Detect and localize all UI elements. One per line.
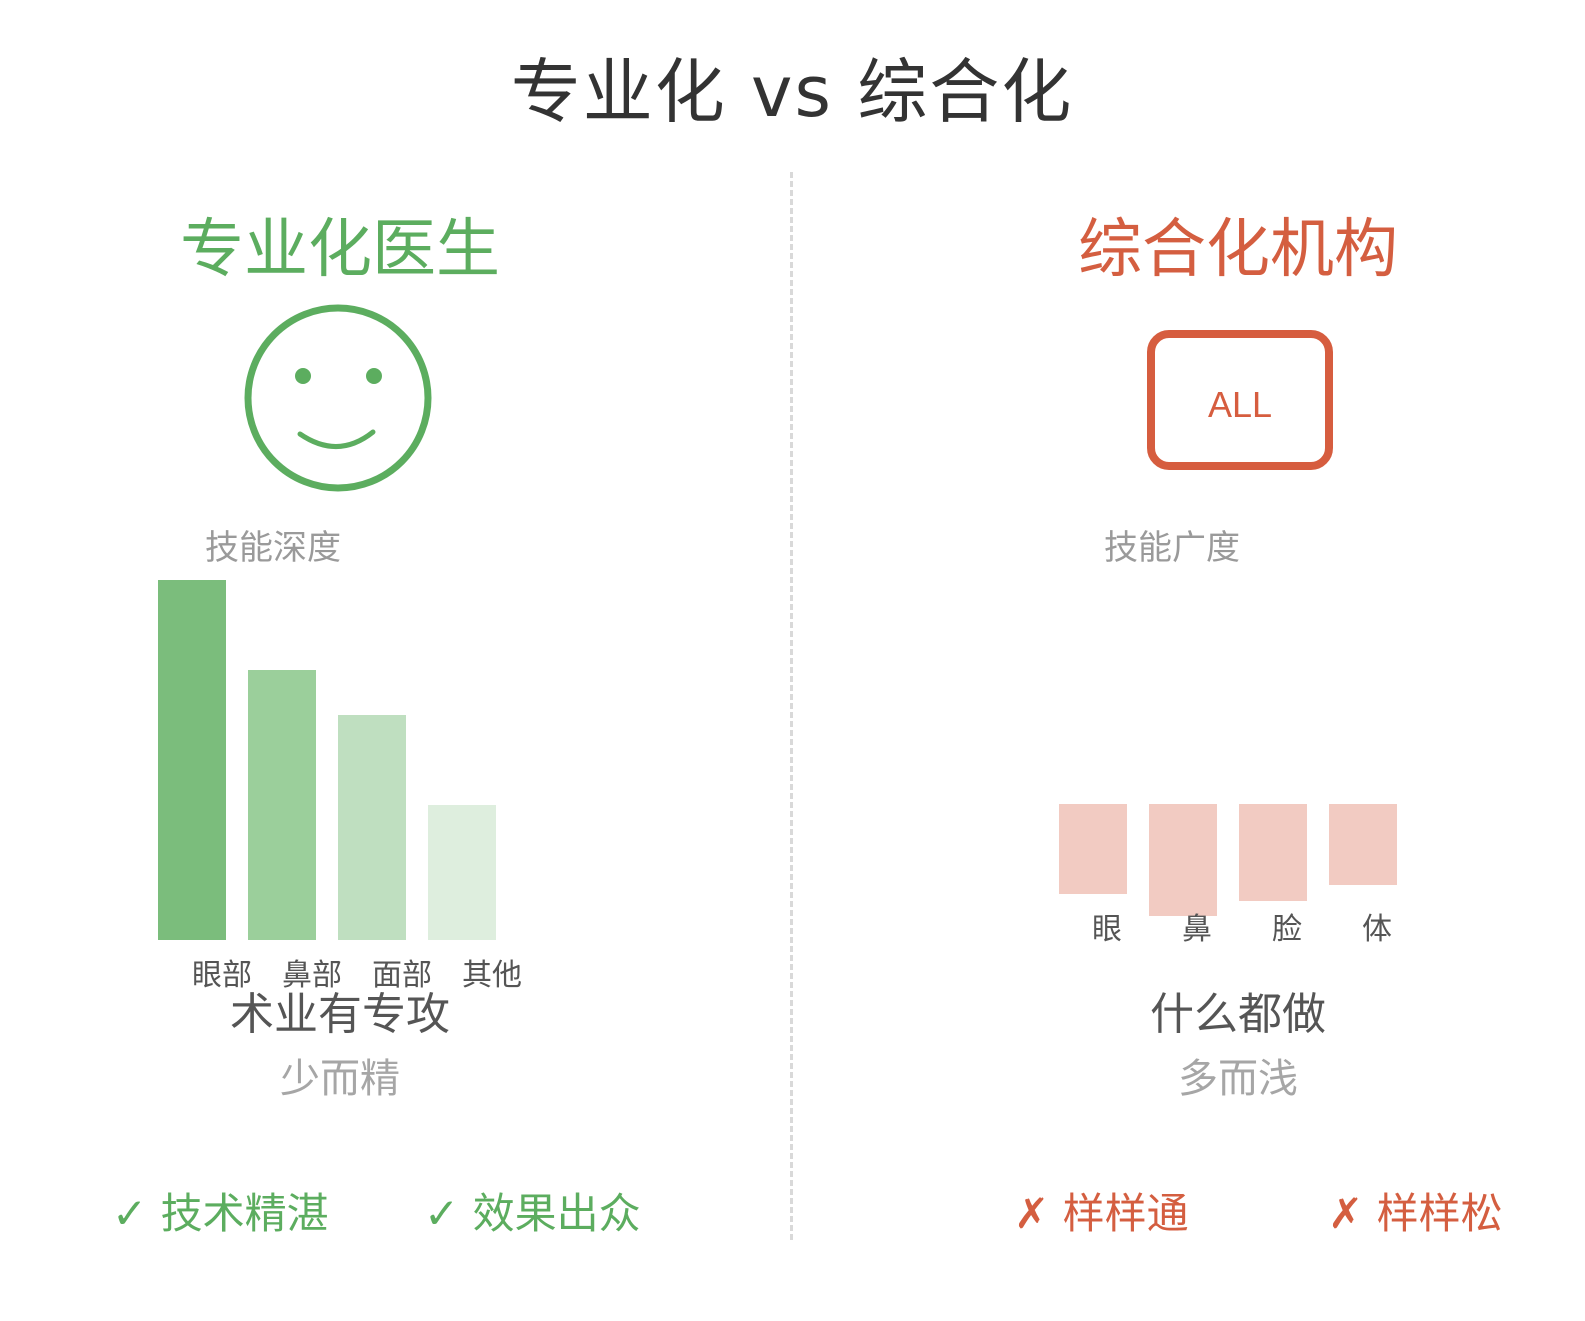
right-point-1: ✗ 样样通: [1014, 1180, 1189, 1241]
bar-label: 鼻部: [282, 958, 342, 993]
bar-脸: [1239, 804, 1307, 902]
bar-label: 体: [1362, 912, 1392, 947]
right-subtitle: 多而浅: [1178, 1056, 1298, 1102]
bar-体: [1329, 804, 1397, 885]
bar-label: 其他: [462, 958, 522, 993]
right-summary: 什么都做: [1150, 989, 1326, 1040]
left-summary: 术业有专攻: [230, 989, 450, 1040]
bar-label: 面部: [372, 958, 432, 993]
smiley-face-icon: [244, 304, 432, 492]
left-point-1-text: 技术精湛: [160, 1189, 329, 1238]
right-metric-label: 技能广度: [1104, 528, 1240, 568]
right-point-2: ✗ 样样松: [1328, 1180, 1503, 1241]
bar-label: 眼部: [192, 958, 252, 993]
right-point-2-text: 样样松: [1376, 1189, 1503, 1238]
left-point-2: ✓ 效果出众: [424, 1180, 641, 1241]
bar-鼻部: [248, 670, 316, 940]
check-icon: ✓: [424, 1189, 460, 1238]
all-badge: ALL: [1147, 330, 1333, 470]
bar-label: 鼻: [1182, 912, 1212, 947]
all-badge-text: ALL: [1207, 384, 1273, 425]
page-title: 专业化 vs 综合化: [510, 51, 1074, 133]
left-subtitle: 少而精: [280, 1056, 400, 1102]
bar-label: 眼: [1092, 912, 1122, 947]
center-divider: [790, 172, 793, 1240]
cross-icon: ✗: [1328, 1189, 1364, 1238]
bar-眼部: [158, 580, 226, 940]
check-icon: ✓: [112, 1189, 148, 1238]
right-heading: 综合化机构: [1078, 213, 1398, 287]
bar-label: 脸: [1272, 912, 1302, 947]
bar-其他: [428, 805, 496, 940]
bar-面部: [338, 715, 406, 940]
cross-icon: ✗: [1014, 1189, 1050, 1238]
bar-鼻: [1149, 804, 1217, 916]
left-point-1: ✓ 技术精湛: [112, 1180, 329, 1241]
left-heading: 专业化医生: [180, 213, 500, 287]
bar-眼: [1059, 804, 1127, 894]
right-point-1-text: 样样通: [1062, 1189, 1189, 1238]
left-metric-label: 技能深度: [205, 528, 341, 568]
left-point-2-text: 效果出众: [472, 1189, 641, 1238]
